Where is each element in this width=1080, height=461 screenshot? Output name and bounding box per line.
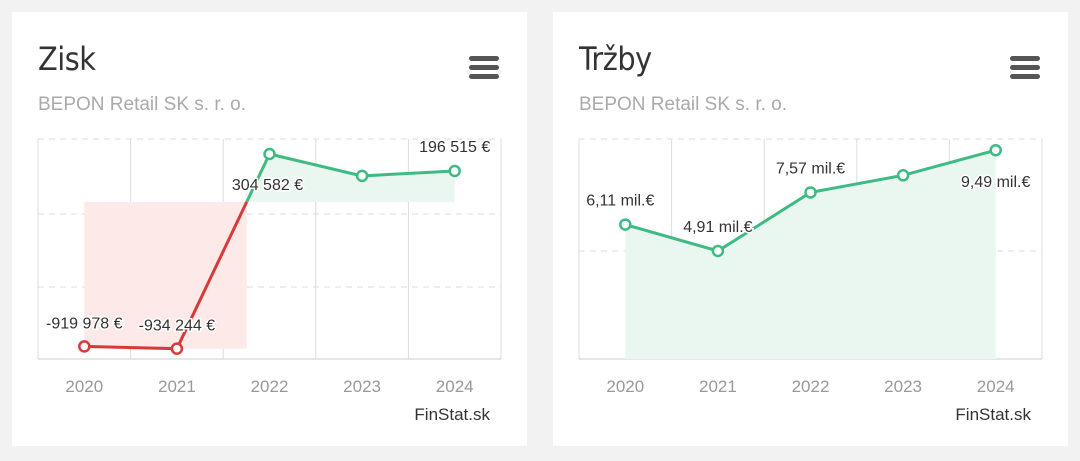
positive-area [246,153,455,202]
x-tick-label: 2024 [436,377,474,396]
card-title: Tržby [579,40,652,78]
data-label: -934 244 € [139,318,216,335]
x-tick-label: 2020 [65,377,103,396]
revenue-chart: 6,11 mil.€ 4,91 mil.€ 7,57 mil.€ 9,49 mil.€… [578,138,1043,396]
card-title: Zisk [38,40,96,78]
data-label: 4,91 mil.€ [683,219,752,236]
profit-card: Zisk BEPON Retail SK s. r. o. -919 978 €… [12,12,527,446]
data-point [804,186,817,199]
data-point [896,169,910,182]
x-tick-label: 2022 [792,377,830,396]
negative-area [84,201,247,349]
data-label: 196 515 € [419,139,490,156]
data-point [78,340,91,353]
data-label: 9,49 mil.€ [961,174,1030,191]
data-label: -919 978 € [46,315,123,332]
data-label: 7,57 mil.€ [776,160,845,177]
finstat-credit-link[interactable]: FinStat.sk [414,405,490,424]
data-label: 304 582 € [232,177,303,194]
revenue-card: Tržby BEPON Retail SK s. r. o. 6,11 mil.… [553,12,1068,446]
profit-line [245,152,455,203]
card-subtitle: BEPON Retail SK s. r. o. [579,94,788,115]
profit-chart: -919 978 € -934 244 € 304 582 € 196 515 € 20… [37,137,502,396]
data-point [448,164,461,178]
data-point [355,169,369,183]
x-tick-label: 2023 [884,377,922,396]
hamburger-menu-icon[interactable] [469,56,499,80]
hamburger-menu-icon[interactable] [1010,56,1040,80]
data-point [619,218,632,231]
finstat-credit-link[interactable]: FinStat.sk [955,405,1031,424]
x-tick-label: 2024 [977,377,1015,396]
data-point [170,342,184,355]
x-tick-label: 2020 [606,377,644,396]
x-tick-label: 2022 [251,377,289,396]
revenue-area [625,150,996,359]
card-subtitle: BEPON Retail SK s. r. o. [38,94,247,115]
x-tick-label: 2021 [699,377,737,396]
data-point [263,147,276,161]
x-tick-label: 2021 [158,377,196,396]
data-point [711,244,725,258]
x-tick-label: 2023 [343,377,381,396]
data-label: 6,11 mil.€ [586,193,654,210]
data-point [989,143,1002,157]
